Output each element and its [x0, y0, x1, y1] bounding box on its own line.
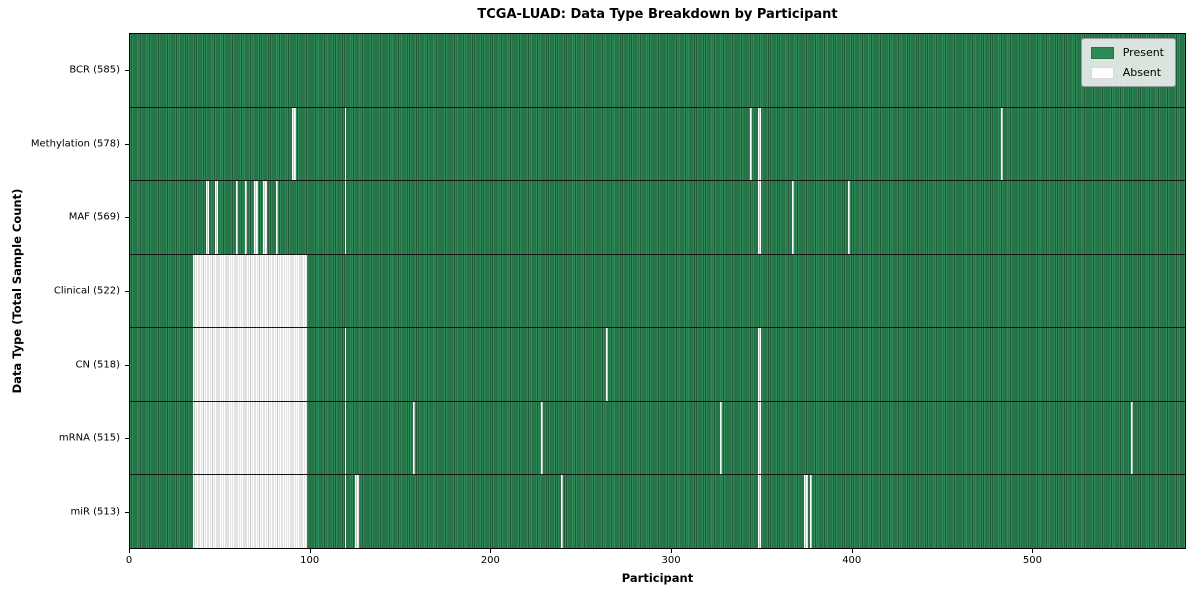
absent-stripe [355, 475, 360, 549]
absent-stripe [750, 107, 753, 181]
plot-area: Present Absent [129, 33, 1186, 549]
absent-stripe [344, 181, 347, 254]
y-tick-mark [125, 291, 129, 292]
x-tick-mark [671, 549, 673, 553]
legend-label: Absent [1122, 66, 1162, 79]
y-tick-label: miR (513) [70, 506, 120, 518]
x-tick-label: 400 [842, 555, 862, 566]
legend-swatch-present [1090, 46, 1114, 59]
legend-swatch-absent [1090, 66, 1114, 79]
absent-stripe [561, 475, 563, 549]
chart-row-bcr [130, 34, 1185, 108]
chart-row-mir [130, 475, 1185, 549]
absent-stripe [205, 181, 210, 254]
y-tick-mark [125, 143, 129, 145]
y-tick-label: MAF (569) [68, 211, 120, 223]
x-tick-mark [309, 549, 311, 553]
absent-stripe [719, 401, 722, 475]
y-tick-mark [125, 512, 129, 514]
x-tick-label: 200 [480, 555, 500, 566]
legend-label: Present [1122, 46, 1164, 59]
chart-title: TCGA-LUAD: Data Type Breakdown by Partic… [477, 7, 838, 22]
x-tick-mark [851, 549, 853, 553]
absent-stripe [1001, 107, 1003, 181]
chart-row-mrna [130, 401, 1185, 476]
absent-stripe [276, 181, 278, 254]
x-tick-mark [1032, 549, 1034, 553]
absent-stripe [193, 254, 307, 328]
chart-row-clinical [130, 254, 1185, 329]
x-tick-labels: 0 100 200 300 400 500 [125, 549, 1186, 573]
absent-stripe [413, 401, 415, 475]
absent-stripe [1130, 401, 1133, 475]
absent-stripe [193, 475, 307, 549]
y-tick-mark [125, 217, 129, 219]
absent-stripe [254, 181, 259, 254]
absent-stripe [245, 181, 248, 254]
chart-row-cn [130, 328, 1185, 402]
chart-row-methylation [130, 107, 1185, 182]
absent-stripe [847, 181, 850, 254]
absent-stripe [193, 401, 307, 475]
chart-row-maf [130, 181, 1185, 255]
absent-stripe [606, 328, 608, 401]
absent-stripe [344, 401, 347, 475]
absent-stripe [757, 181, 762, 254]
absent-stripe [344, 328, 347, 401]
absent-stripe [344, 107, 347, 181]
legend: Present Absent [1080, 38, 1176, 87]
y-tick-mark [125, 69, 129, 71]
y-tick-label: Clinical (522) [53, 285, 120, 297]
absent-stripe [757, 328, 762, 401]
absent-stripe [292, 107, 296, 181]
x-tick-label: 100 [300, 555, 320, 566]
x-tick-mark [490, 549, 492, 553]
x-tick-label: 300 [661, 555, 681, 566]
absent-stripe [757, 401, 762, 475]
y-tick-label: mRNA (515) [58, 432, 120, 444]
x-tick-mark [129, 549, 130, 553]
absent-stripe [344, 475, 347, 549]
y-tick-label: Methylation (578) [30, 138, 120, 150]
y-tick-label: BCR (585) [69, 64, 120, 76]
absent-stripe [193, 328, 307, 401]
absent-stripe [757, 475, 762, 549]
absent-stripe [809, 475, 812, 549]
x-axis-label: Participant [621, 571, 694, 585]
absent-stripe [541, 401, 543, 475]
y-tick-labels: BCR (585) Methylation (578) MAF (569) Clini… [0, 33, 129, 549]
legend-entry-absent: Absent [1090, 66, 1164, 79]
y-tick-label: CN (518) [75, 359, 120, 371]
x-tick-label: 500 [1022, 555, 1042, 566]
y-axis-label: Data Type (Total Sample Count) [10, 188, 24, 394]
legend-entry-present: Present [1090, 46, 1164, 59]
absent-stripe [804, 475, 809, 549]
absent-stripe [791, 181, 794, 254]
x-tick-label: 0 [125, 555, 133, 566]
absent-stripe [236, 181, 239, 254]
y-tick-mark [125, 438, 129, 440]
absent-stripe [757, 107, 762, 181]
absent-stripe [214, 181, 219, 254]
plot-rows [130, 34, 1185, 549]
y-tick-mark [125, 364, 129, 366]
absent-stripe [263, 181, 268, 254]
